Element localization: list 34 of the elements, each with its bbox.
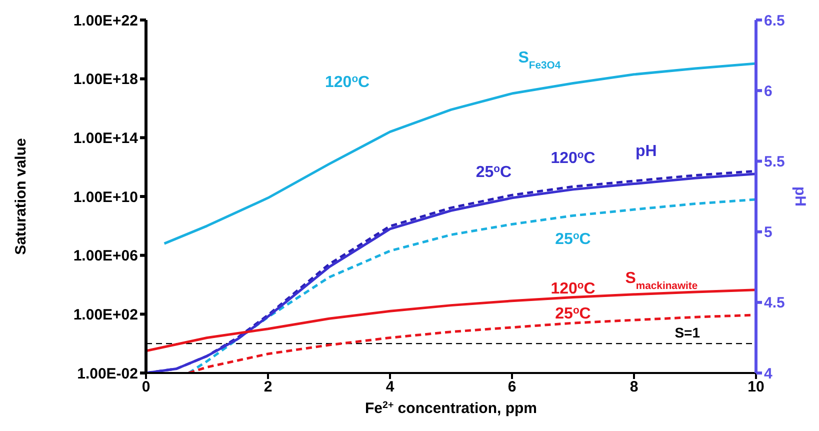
annotation: 120$^{o}$C — [550, 149, 596, 167]
annotation: pH — [636, 142, 657, 160]
y-tick-label: 1.00E+22 — [73, 12, 138, 30]
x-tick-label: 4 — [386, 378, 395, 396]
y2-axis-title: pH — [792, 186, 809, 206]
x-tick-label: 0 — [142, 378, 150, 396]
annotation: S$_{mackinawite}$ — [625, 270, 698, 292]
y2-tick-label: 6.5 — [764, 12, 785, 30]
y2-tick-label: 6 — [764, 82, 772, 100]
y2-tick-label: 4 — [764, 365, 773, 382]
x-tick-label: 6 — [508, 378, 516, 396]
annotation: 25$^{o}$C — [555, 304, 592, 322]
annotation: 25$^{o}$C — [476, 164, 512, 182]
x-tick-label: 10 — [748, 378, 764, 396]
annotation: 25$^{o}$C — [555, 230, 592, 248]
annotation: S$_{Fe3O4}$ — [518, 49, 561, 71]
y-tick-label: 1.00E+14 — [73, 130, 139, 147]
y2-tick-label: 5 — [764, 224, 772, 242]
annotation: 120$^{o}$C — [550, 280, 596, 298]
annotation: 120$^{o}$C — [324, 74, 370, 92]
y2-tick-label: 5.5 — [764, 154, 785, 171]
y-tick-label: 1.00E-02 — [77, 365, 138, 382]
x-tick-label: 8 — [630, 378, 638, 396]
y-tick-label: 1.00E+02 — [73, 306, 138, 324]
ref-line-label: S=1 — [674, 324, 700, 341]
x-axis-title: Fe$^{2+}$ concentration, ppm — [365, 400, 537, 417]
line-series — [187, 198, 756, 373]
y-tick-label: 1.00E+06 — [73, 248, 138, 265]
line-series — [163, 62, 756, 245]
y2-tick-label: 4.5 — [764, 294, 785, 312]
y-tick-label: 1.00E+10 — [73, 188, 138, 206]
x-tick-label: 2 — [264, 378, 272, 396]
y-axis-title: Saturation value — [12, 138, 30, 255]
y-tick-label: 1.00E+18 — [73, 71, 138, 88]
